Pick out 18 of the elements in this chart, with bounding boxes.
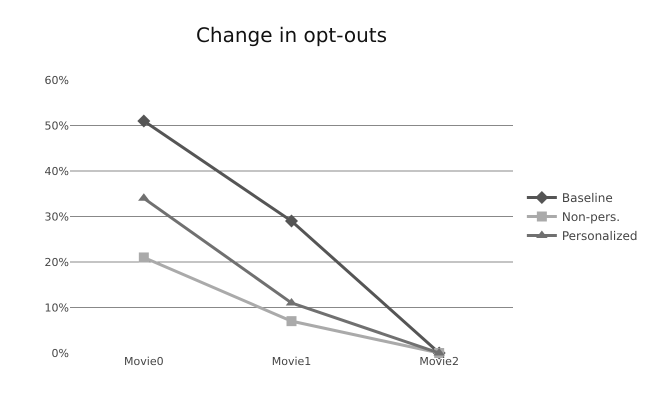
legend-label: Personalized: [562, 229, 638, 244]
legend-label: Non-pers.: [562, 210, 620, 224]
legend-label: Baseline: [562, 191, 613, 206]
x-tick-label: Movie0: [124, 355, 164, 368]
y-tick-label: 0%: [52, 346, 69, 360]
y-tick-label: 40%: [44, 164, 69, 178]
y-tick-label: 50%: [44, 119, 69, 132]
point: [137, 114, 150, 128]
x-tick-label: Movie1: [272, 355, 312, 368]
point: [138, 252, 149, 262]
point: [286, 316, 296, 326]
x-tick-label: Movie2: [419, 355, 459, 368]
y-tick-label: 20%: [44, 256, 69, 269]
y-tick-label: 30%: [44, 210, 69, 224]
y-tick-label: 60%: [44, 74, 69, 87]
point: [285, 214, 298, 228]
y-tick-label: 10%: [44, 301, 69, 314]
chart-title: Change in opt-outs: [196, 23, 388, 48]
